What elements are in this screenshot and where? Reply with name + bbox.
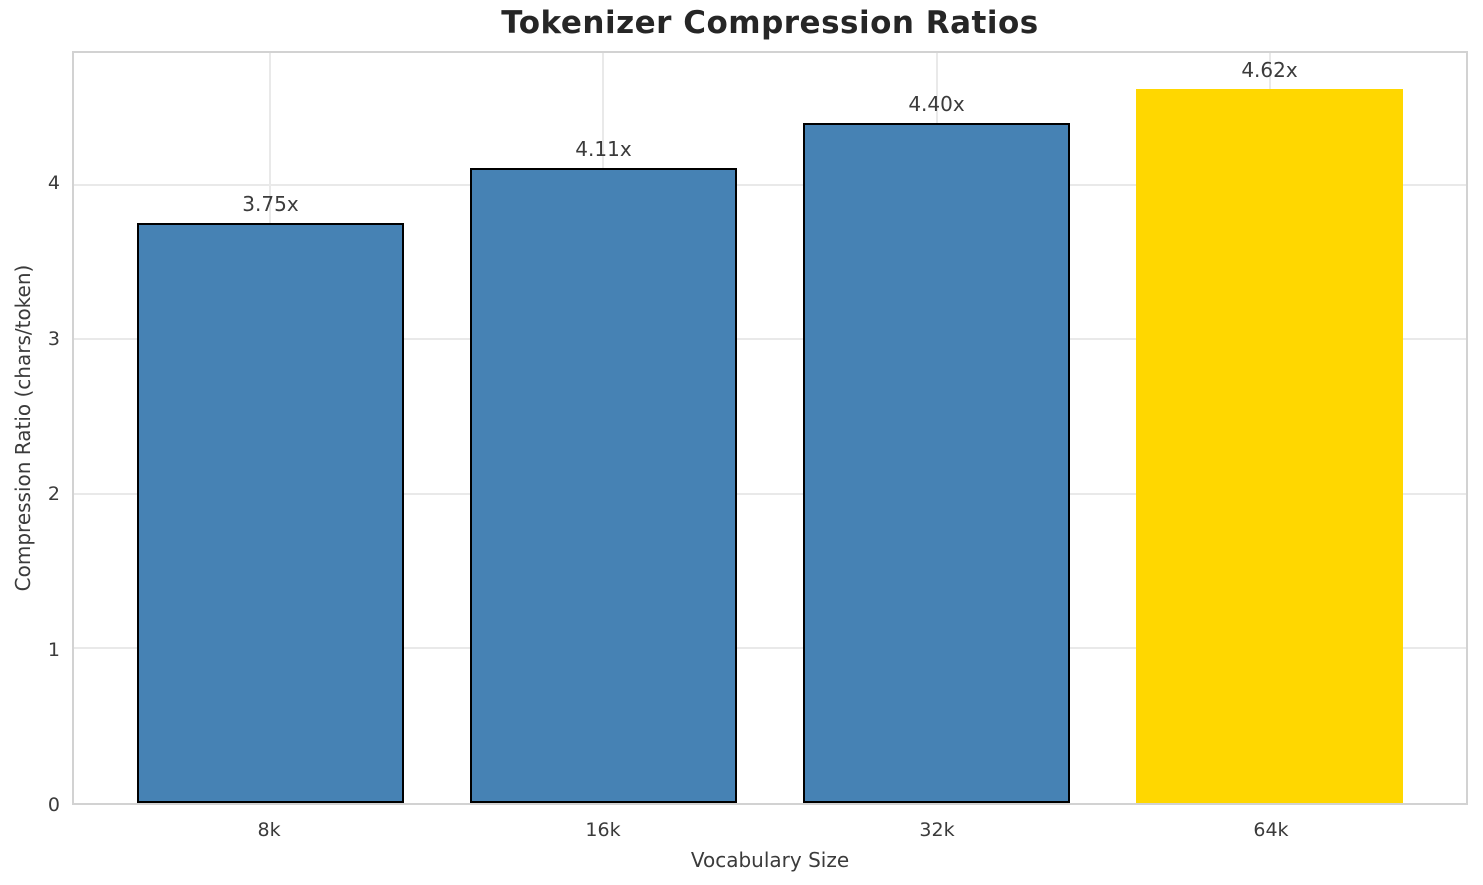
bar-64k	[1136, 88, 1403, 803]
horizontal-gridline	[74, 647, 1466, 650]
plot-area: 3.75x 4.11x 4.40x 4.62x	[72, 51, 1468, 805]
bar-value-label: 4.40x	[908, 91, 965, 116]
y-tick-label: 3	[47, 327, 60, 350]
bar-16k	[470, 167, 737, 803]
horizontal-gridline	[74, 338, 1466, 341]
x-tick-label: 16k	[585, 819, 621, 841]
bar-value-label: 4.11x	[575, 136, 632, 161]
horizontal-gridline	[74, 183, 1466, 186]
horizontal-gridline	[74, 492, 1466, 495]
x-tick-label: 32k	[919, 819, 955, 841]
x-tick-label: 8k	[257, 819, 281, 841]
x-axis-label: Vocabulary Size	[690, 848, 850, 872]
y-tick-label: 1	[47, 638, 60, 661]
y-tick-label: 4	[47, 172, 60, 195]
bar-value-label: 4.62x	[1241, 57, 1298, 82]
chart-title: Tokenizer Compression Ratios	[501, 5, 1039, 41]
bar-8k	[137, 223, 404, 803]
bar-value-label: 3.75x	[242, 192, 299, 217]
y-tick-label: 2	[47, 483, 60, 506]
y-axis-label: Compression Ratio (chars/token)	[11, 264, 35, 592]
y-tick-label: 0	[47, 794, 60, 816]
x-tick-label: 64k	[1253, 819, 1289, 841]
bar-32k	[803, 122, 1070, 803]
